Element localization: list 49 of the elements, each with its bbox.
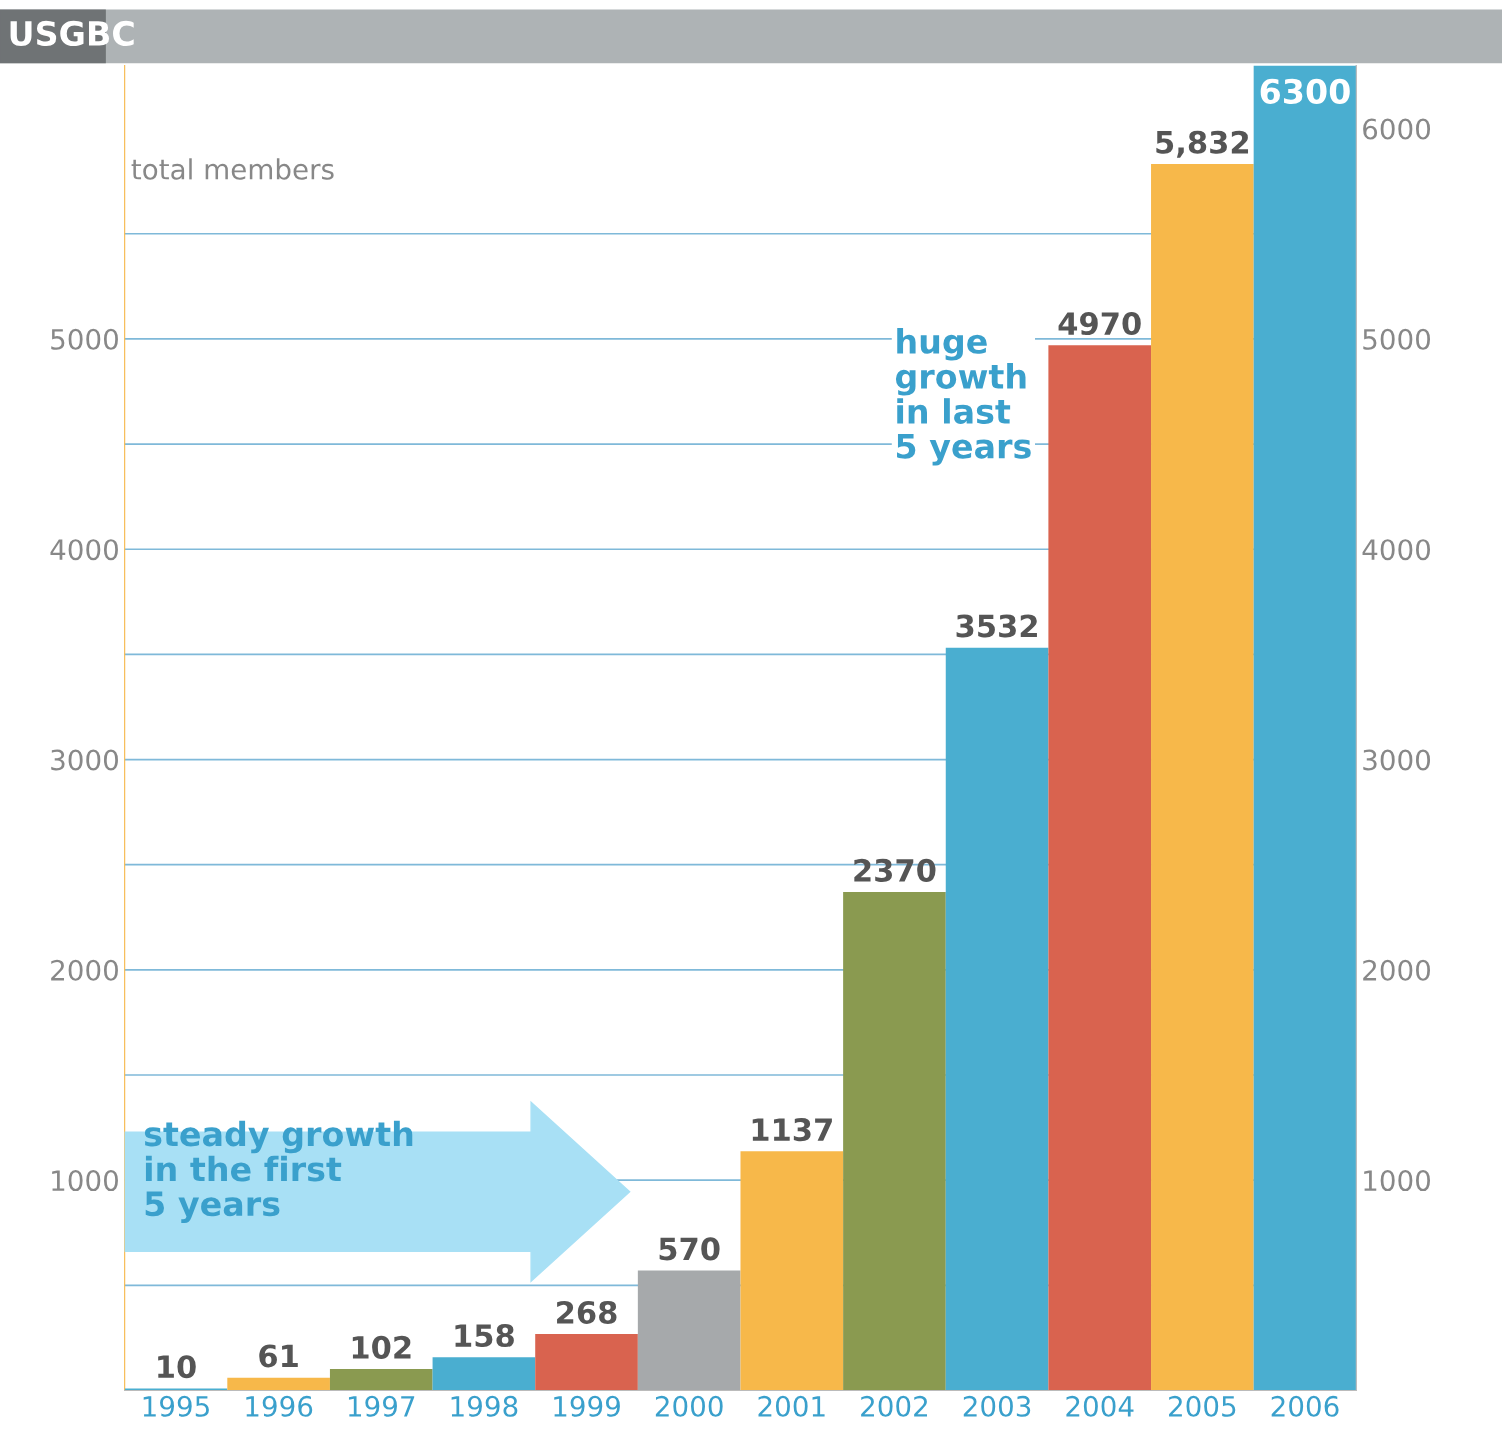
data-label: 158 bbox=[455, 1324, 514, 1348]
x-tick-label: 1995 bbox=[143, 1395, 209, 1417]
bar bbox=[637, 1270, 741, 1391]
data-label: 1137 bbox=[752, 1118, 832, 1142]
x-tick-label: 2000 bbox=[655, 1395, 723, 1417]
data-label: 10 bbox=[158, 1355, 196, 1379]
x-tick-label: 2001 bbox=[758, 1395, 825, 1417]
x-tick-label: 2006 bbox=[1271, 1395, 1339, 1417]
bar bbox=[535, 1334, 638, 1391]
bar bbox=[740, 1151, 844, 1391]
bar bbox=[432, 1357, 536, 1391]
bar bbox=[124, 1388, 228, 1391]
bar bbox=[329, 1369, 433, 1391]
data-label: 6300 bbox=[1260, 78, 1350, 104]
chart-title: USGBC bbox=[10, 20, 134, 47]
x-tick-label: 2005 bbox=[1169, 1395, 1236, 1417]
data-label: 4970 bbox=[1058, 312, 1141, 336]
y-axis-title: total members bbox=[131, 158, 334, 180]
y-tick-label: 5000 bbox=[51, 328, 118, 350]
bar bbox=[227, 1377, 330, 1391]
data-label: 2370 bbox=[854, 858, 936, 882]
y2-tick-label: 2000 bbox=[1363, 959, 1431, 981]
data-label: 3532 bbox=[956, 614, 1037, 638]
y2-tick-label: 1000 bbox=[1364, 1170, 1431, 1192]
y2-tick-label: 6000 bbox=[1363, 118, 1431, 140]
bar bbox=[843, 892, 946, 1391]
y2-tick-label: 4000 bbox=[1362, 539, 1431, 561]
x-tick-label: 1996 bbox=[246, 1395, 313, 1417]
bar bbox=[1048, 345, 1152, 1391]
bar bbox=[1151, 163, 1254, 1391]
data-label: 61 bbox=[259, 1344, 298, 1368]
y-tick-label: 2000 bbox=[51, 959, 118, 981]
data-label: 102 bbox=[352, 1335, 411, 1359]
y2-tick-label: 5000 bbox=[1363, 328, 1431, 350]
y2-tick-label: 3000 bbox=[1363, 749, 1431, 771]
bar bbox=[945, 647, 1049, 1391]
x-tick-label: 2004 bbox=[1066, 1395, 1134, 1417]
data-label: 5,832 bbox=[1156, 130, 1249, 158]
data-label: 268 bbox=[557, 1300, 617, 1324]
x-tick-label: 1997 bbox=[348, 1395, 415, 1417]
y-tick-label: 3000 bbox=[51, 749, 118, 771]
y-tick-label: 4000 bbox=[50, 539, 118, 561]
y-tick-label: 1000 bbox=[52, 1170, 118, 1192]
x-tick-label: 2003 bbox=[963, 1395, 1031, 1417]
data-label: 570 bbox=[659, 1237, 720, 1261]
x-tick-label: 2002 bbox=[861, 1395, 927, 1417]
x-tick-label: 1999 bbox=[554, 1395, 620, 1417]
x-tick-label: 1998 bbox=[451, 1395, 518, 1417]
annotation: huge growth in last 5 years bbox=[895, 328, 1031, 466]
